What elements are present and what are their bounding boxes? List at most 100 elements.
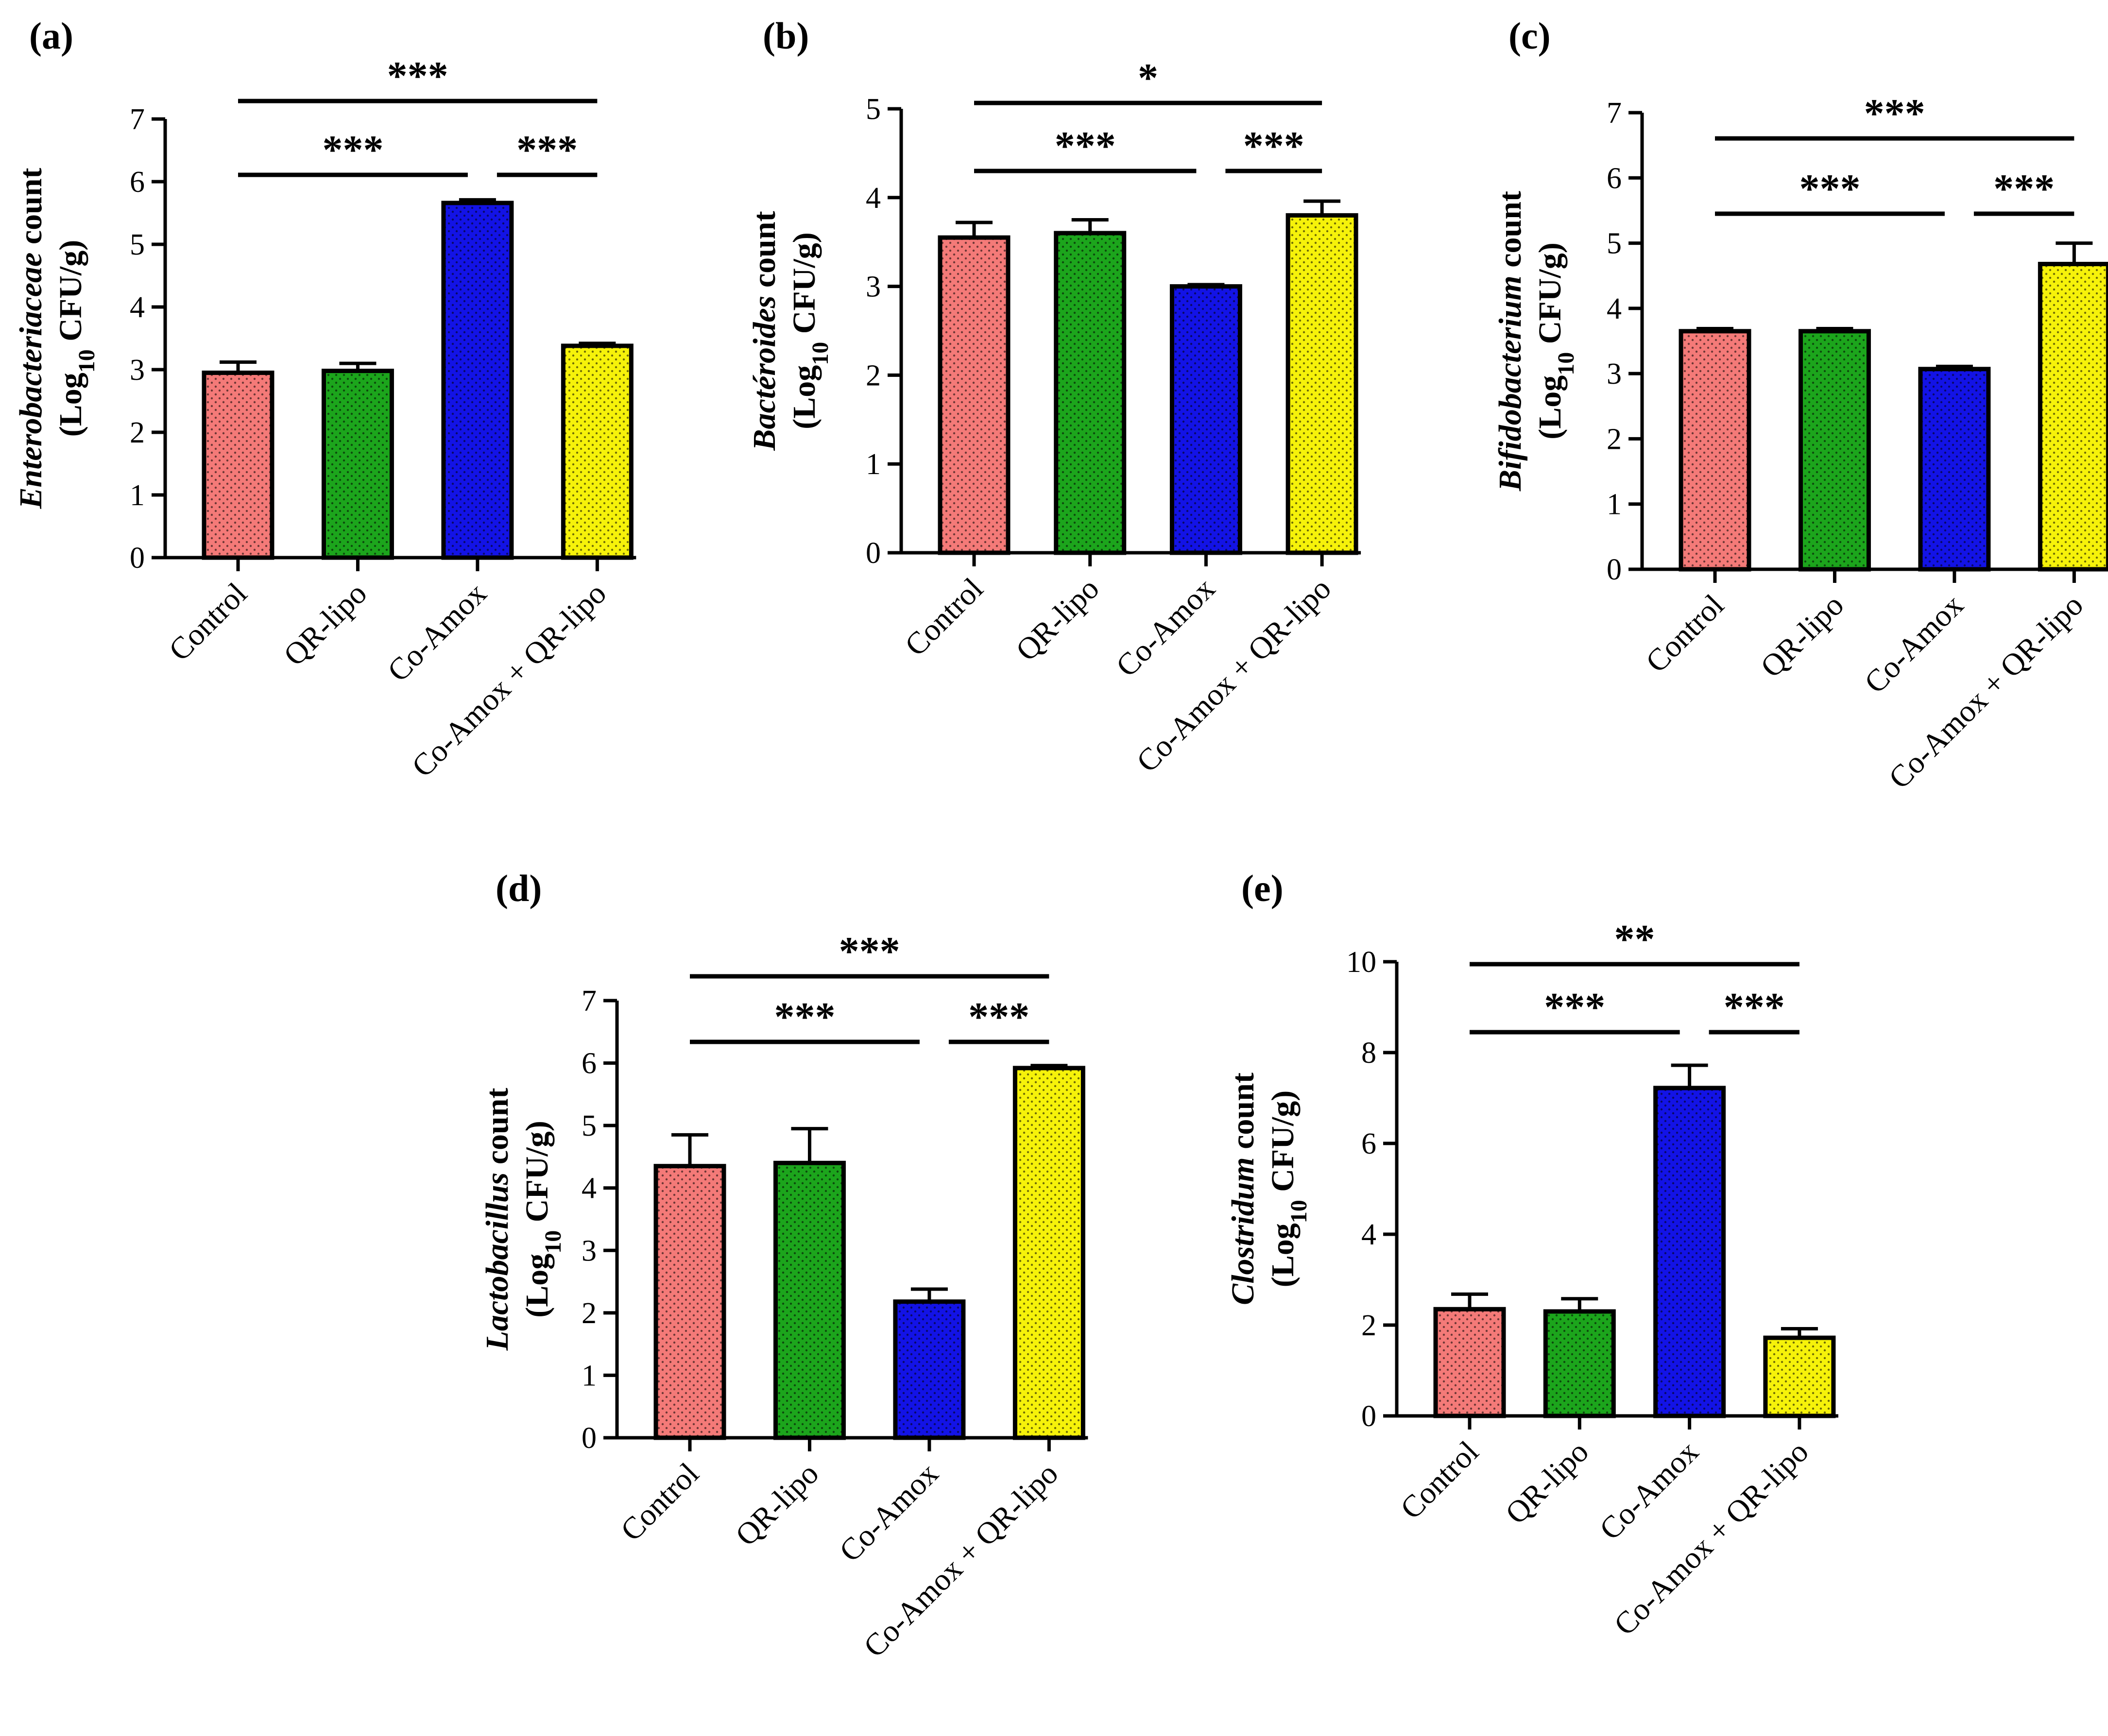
y-tick-label: 10 (1346, 946, 1376, 979)
y-axis-label-line2: (Log10 CFU/g) (53, 240, 100, 437)
y-axis-unit-suffix: CFU/g) (53, 240, 88, 349)
bar-texture (1800, 331, 1869, 569)
y-tick-label: 1 (866, 448, 881, 481)
category-label: Co-Amox + QR-lipo (857, 1456, 1065, 1664)
bar-texture (940, 238, 1008, 553)
significance-label: *** (1724, 985, 1785, 1030)
y-tick-label: 1 (130, 479, 145, 512)
y-tick-label: 0 (866, 537, 881, 570)
y-axis-unit-prefix: (Log (53, 373, 88, 437)
bar-texture (204, 373, 272, 558)
y-tick-label: 5 (130, 228, 145, 261)
y-axis-count: count (1225, 1072, 1261, 1157)
bar-texture (895, 1301, 963, 1438)
category-label: Co-Amox (1109, 571, 1221, 683)
y-tick-label: 0 (1607, 553, 1622, 586)
y-axis-unit-sub: 10 (1553, 352, 1579, 375)
y-axis-label-line2: (Log10 CFU/g) (1532, 242, 1579, 439)
category-label: QR-lipo (1754, 588, 1851, 684)
bar-texture (1681, 331, 1749, 569)
bar-texture (656, 1166, 724, 1438)
category-label: QR-lipo (729, 1456, 825, 1553)
bar-texture (1920, 369, 1988, 569)
y-tick-label: 6 (582, 1047, 597, 1080)
y-tick-label: 4 (1361, 1218, 1376, 1251)
category-label: Co-Amox + QR-lipo (1882, 588, 2090, 796)
category-label: QR-lipo (1009, 571, 1106, 668)
panel-d: (d) 0 1 2 3 4 5 6 7 Control QR-lipo Co-AmoxCo-Amox … (480, 867, 1088, 1664)
bar-texture (1015, 1068, 1083, 1438)
panel-label: (a) (29, 15, 73, 57)
significance-label: *** (774, 994, 835, 1039)
y-axis-unit-sub: 10 (74, 349, 100, 373)
y-tick-label: 4 (1607, 292, 1622, 325)
y-tick-label: 4 (130, 291, 145, 324)
significance-label: *** (1799, 166, 1860, 211)
y-axis-label-line1: Enterobacteriaceae count (13, 168, 49, 509)
y-axis-unit-sub: 10 (1286, 1200, 1312, 1223)
y-axis-unit-suffix: CFU/g) (787, 232, 822, 341)
panel-a: (a) 0 1 2 3 4 5 6 7 Control QR-lipo Co-AmoxCo-Amox … (13, 15, 636, 783)
y-tick-label: 0 (1361, 1400, 1376, 1433)
significance-label: *** (322, 127, 383, 172)
bar-texture (563, 345, 632, 558)
y-tick-label: 2 (1607, 423, 1622, 456)
category-label: Co-Amox (381, 576, 493, 688)
y-axis-unit-sub: 10 (807, 342, 833, 365)
significance-label: *** (1864, 91, 1925, 136)
y-tick-label: 0 (130, 542, 145, 575)
y-tick-label: 3 (1607, 357, 1622, 391)
bar-texture (1056, 233, 1124, 553)
y-tick-label: 4 (582, 1172, 597, 1205)
y-tick-label: 2 (866, 359, 881, 392)
y-axis-unit-suffix: CFU/g) (1265, 1090, 1301, 1200)
category-label: Co-Amox + QR-lipo (1607, 1434, 1815, 1642)
bar-texture (1765, 1338, 1834, 1416)
category-label: Control (898, 571, 989, 663)
significance-label: *** (516, 127, 578, 172)
y-tick-label: 2 (582, 1297, 597, 1330)
y-tick-label: 1 (582, 1359, 597, 1392)
category-label: Control (1393, 1434, 1485, 1526)
bar-texture (1172, 286, 1240, 553)
y-axis-count: count (747, 211, 782, 295)
y-tick-label: 8 (1361, 1037, 1376, 1070)
y-axis-label-line2: (Log10 CFU/g) (787, 232, 833, 429)
category-label: Control (162, 576, 253, 667)
y-tick-label: 6 (1607, 162, 1622, 195)
y-axis-label-line1: Bifidobacterium count (1492, 191, 1528, 492)
y-tick-label: 1 (1607, 488, 1622, 521)
y-axis-label-line2: (Log10 CFU/g) (519, 1121, 566, 1317)
y-axis-taxon: Clostridum (1225, 1157, 1261, 1305)
y-axis-unit-suffix: CFU/g) (1532, 242, 1568, 352)
bar-texture (443, 203, 512, 558)
y-tick-label: 2 (1361, 1309, 1376, 1342)
significance-label: *** (1544, 985, 1605, 1030)
category-label: Control (614, 1456, 705, 1548)
y-axis-label-line1: Bactéroides count (747, 211, 782, 451)
bar-texture (775, 1163, 844, 1438)
y-tick-label: 5 (866, 93, 881, 126)
y-tick-label: 0 (582, 1422, 597, 1455)
bar-texture (1655, 1088, 1724, 1416)
y-axis-taxon: Bactéroides (747, 296, 782, 451)
y-axis-taxon: Enterobacteriaceae (13, 253, 49, 510)
y-axis-taxon: Lactobacillus (480, 1173, 515, 1351)
y-axis-unit-prefix: (Log (787, 365, 822, 429)
category-label: Control (1639, 588, 1730, 679)
bar-texture (324, 371, 392, 558)
y-axis-count: count (1492, 191, 1528, 275)
y-tick-label: 2 (130, 416, 145, 449)
y-axis-label-line2: (Log10 CFU/g) (1265, 1090, 1312, 1287)
y-tick-label: 7 (582, 985, 597, 1018)
y-tick-label: 5 (582, 1109, 597, 1142)
y-axis-count: count (13, 168, 49, 252)
y-axis-unit-suffix: CFU/g) (519, 1121, 555, 1230)
category-label: QR-lipo (1499, 1434, 1595, 1531)
significance-label: *** (1993, 166, 2055, 211)
y-axis-unit-prefix: (Log (1532, 375, 1568, 440)
panel-label: (c) (1508, 15, 1551, 57)
significance-label: *** (968, 994, 1029, 1039)
